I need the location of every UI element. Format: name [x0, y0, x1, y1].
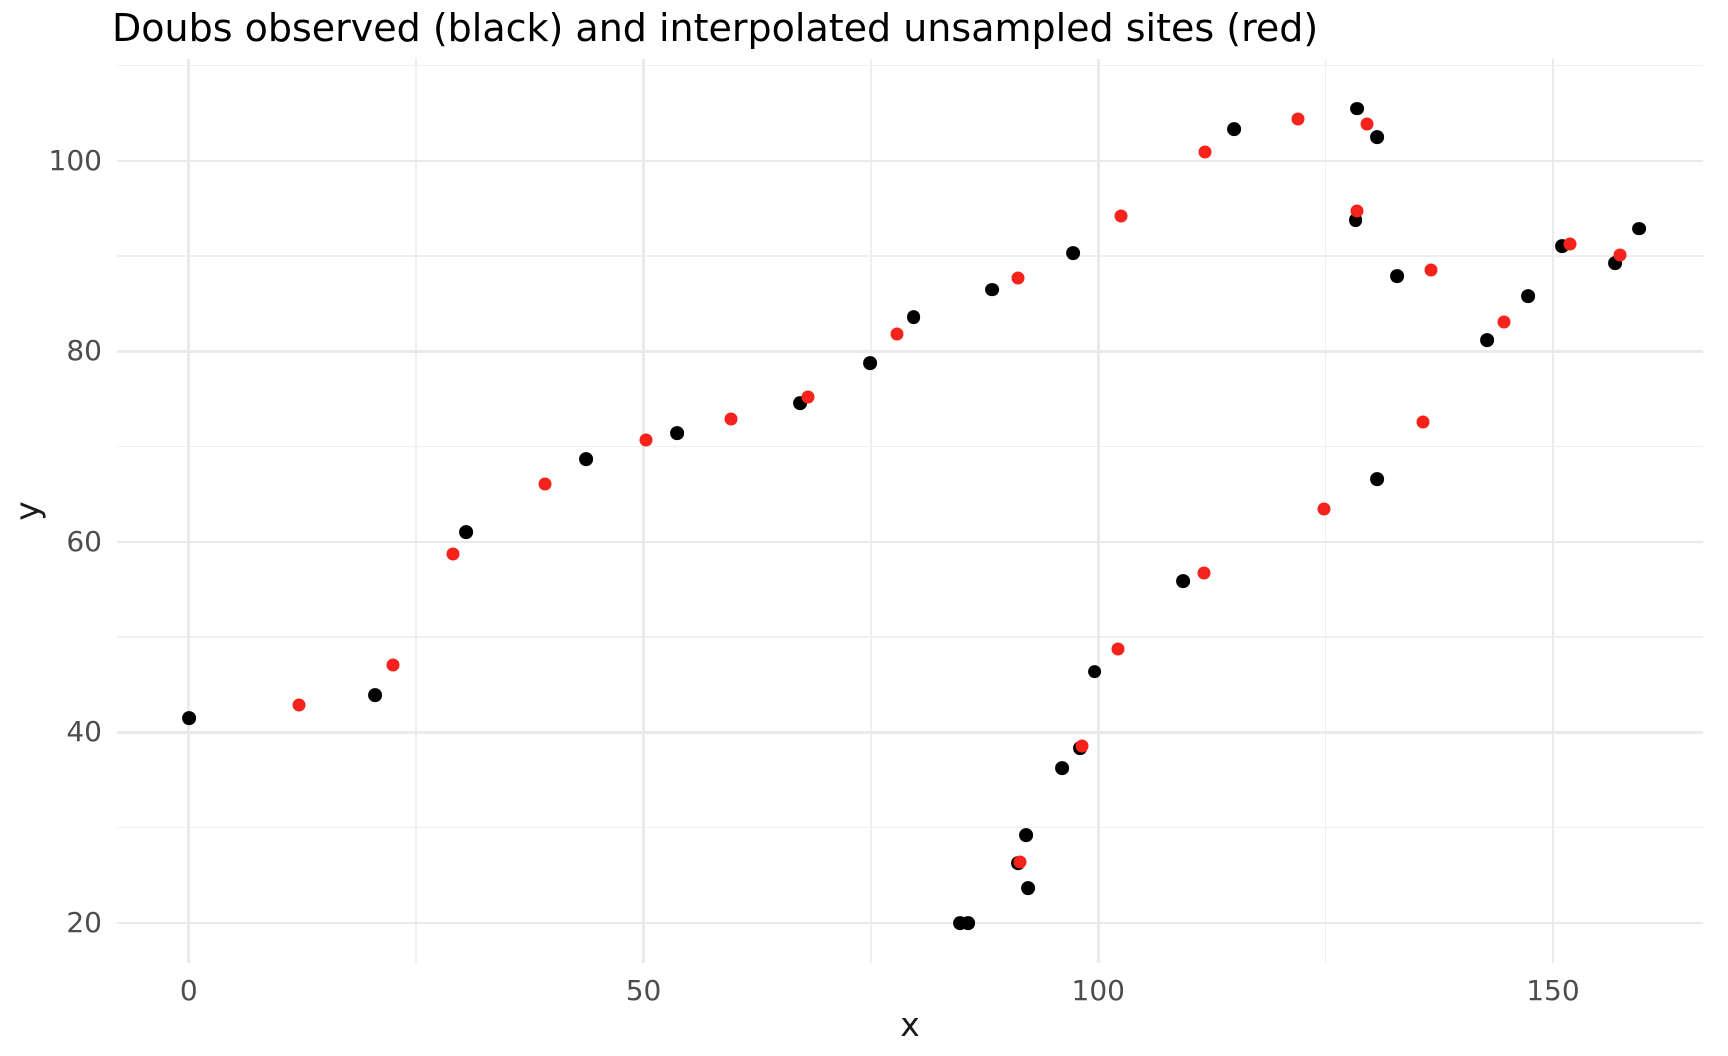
data-point-interpolated — [1317, 502, 1331, 516]
gridline-y-major — [117, 159, 1703, 163]
data-point-observed — [1390, 269, 1405, 284]
gridline-y-major — [117, 921, 1703, 925]
gridline-y-major — [117, 350, 1703, 353]
data-point-interpolated — [1111, 642, 1125, 656]
gridline-x-major — [187, 59, 191, 963]
gridline-x-major — [1096, 59, 1100, 963]
gridline-x-minor — [870, 59, 872, 963]
gridline-y-major — [117, 731, 1703, 734]
data-point-observed — [579, 452, 594, 466]
data-point-observed — [670, 426, 685, 441]
gridline-x-minor — [415, 59, 417, 963]
y-tick-label: 20 — [66, 905, 102, 939]
x-tick-label: 100 — [1071, 974, 1125, 1007]
y-tick-label: 100 — [48, 143, 102, 177]
data-point-interpolated — [446, 547, 460, 561]
data-point-interpolated — [1075, 739, 1089, 753]
data-point-interpolated — [1424, 263, 1438, 277]
gridline-y-minor — [117, 255, 1703, 257]
data-point-observed — [459, 525, 474, 540]
data-point-interpolated — [292, 698, 306, 712]
data-point-interpolated — [1416, 415, 1430, 429]
gridline-y-minor — [117, 636, 1703, 638]
data-point-observed — [368, 688, 383, 703]
x-tick-label: 150 — [1526, 974, 1580, 1007]
data-point-interpolated — [1563, 237, 1577, 251]
gridline-y-minor — [117, 64, 1703, 67]
data-point-interpolated — [1613, 248, 1627, 262]
data-point-interpolated — [1011, 271, 1025, 285]
data-point-interpolated — [1114, 209, 1128, 223]
data-point-observed — [1065, 246, 1080, 261]
data-point-interpolated — [1350, 204, 1364, 218]
data-point-observed — [863, 355, 877, 370]
data-point-interpolated — [1198, 145, 1212, 159]
data-point-observed — [1350, 101, 1365, 116]
y-axis-title: y — [7, 501, 47, 521]
data-point-observed — [1370, 130, 1385, 145]
plot-title: Doubs observed (black) and interpolated … — [112, 6, 1319, 50]
gridline-x-major — [642, 59, 645, 963]
data-point-interpolated — [639, 433, 653, 447]
data-point-interpolated — [890, 327, 904, 341]
data-point-interpolated — [724, 412, 738, 426]
x-tick-label: 50 — [625, 974, 662, 1007]
data-point-observed — [1054, 760, 1069, 775]
x-tick-label: 0 — [179, 974, 198, 1007]
gridline-y-major — [117, 540, 1703, 544]
data-point-observed — [1021, 880, 1036, 895]
y-tick-label: 60 — [66, 524, 102, 558]
data-point-observed — [1480, 333, 1495, 347]
data-point-observed — [1175, 574, 1190, 588]
data-point-observed — [906, 310, 921, 325]
data-point-interpolated — [801, 390, 815, 404]
data-point-interpolated — [1360, 117, 1374, 131]
data-point-interpolated — [1013, 855, 1027, 869]
data-point-observed — [1226, 122, 1241, 137]
data-point-observed — [1019, 828, 1034, 843]
gridline-x-major — [1551, 59, 1555, 963]
y-tick-label: 40 — [66, 715, 102, 749]
data-point-observed — [1632, 221, 1647, 236]
data-point-observed — [1521, 289, 1536, 304]
data-point-interpolated — [1291, 112, 1305, 126]
data-point-interpolated — [1197, 566, 1211, 580]
data-point-observed — [1370, 472, 1385, 486]
data-point-observed — [953, 916, 967, 930]
gridline-y-minor — [117, 826, 1703, 829]
data-point-interpolated — [386, 658, 400, 672]
data-point-interpolated — [538, 477, 552, 491]
gridline-y-minor — [117, 445, 1703, 448]
data-point-observed — [181, 711, 196, 726]
x-axis-title: x — [900, 1005, 920, 1044]
data-point-interpolated — [1497, 315, 1511, 329]
y-tick-label: 80 — [66, 334, 102, 368]
data-point-observed — [1087, 664, 1102, 679]
data-point-observed — [984, 282, 999, 297]
